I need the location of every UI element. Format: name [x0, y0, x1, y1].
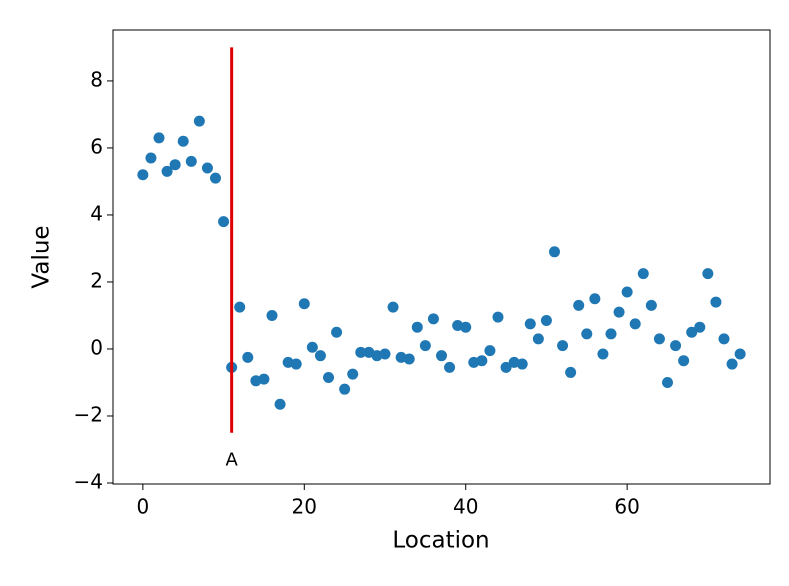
point: [661, 376, 673, 388]
x-tick-label: 40: [453, 495, 478, 519]
point: [193, 115, 205, 127]
point: [306, 341, 318, 353]
point: [686, 326, 698, 338]
point: [694, 321, 706, 333]
point: [153, 132, 165, 144]
annotation-label: A: [225, 450, 238, 471]
point: [726, 358, 738, 370]
y-tick-label: −4: [74, 469, 103, 493]
point: [323, 371, 335, 383]
point: [589, 293, 601, 305]
point: [444, 361, 456, 373]
point: [702, 268, 714, 280]
y-tick-label: 4: [90, 201, 103, 225]
y-axis-label: Value: [29, 225, 55, 288]
point: [314, 350, 326, 362]
x-tick-label: 0: [136, 495, 149, 519]
point: [532, 333, 544, 345]
point: [621, 286, 633, 298]
point: [419, 340, 431, 352]
point: [347, 368, 359, 380]
point: [548, 246, 560, 258]
point: [670, 340, 682, 352]
point: [710, 296, 722, 308]
point: [484, 345, 496, 357]
point: [145, 152, 157, 164]
point: [645, 299, 657, 311]
point: [331, 326, 343, 338]
point: [387, 301, 399, 313]
point: [492, 311, 504, 323]
point: [379, 348, 391, 360]
point: [613, 306, 625, 318]
point: [597, 348, 609, 360]
x-tick-label: 60: [614, 495, 639, 519]
point: [177, 135, 189, 147]
x-axis-label: Location: [392, 528, 489, 554]
point: [201, 162, 213, 174]
point: [266, 309, 278, 321]
point: [605, 328, 617, 340]
point: [557, 340, 569, 352]
point: [274, 398, 286, 410]
point: [734, 348, 746, 360]
point: [210, 172, 222, 184]
point: [500, 361, 512, 373]
plot-frame: [112, 29, 771, 485]
point: [258, 373, 270, 385]
point: [169, 159, 181, 171]
point: [161, 165, 173, 177]
y-tick-label: −2: [74, 402, 103, 426]
point: [565, 366, 577, 378]
point: [298, 298, 310, 310]
y-tick-label: 6: [90, 134, 103, 158]
point: [581, 328, 593, 340]
point: [137, 169, 149, 181]
point: [653, 333, 665, 345]
point: [718, 333, 730, 345]
point: [637, 268, 649, 280]
point: [242, 351, 254, 363]
point: [339, 383, 351, 395]
point: [234, 301, 246, 313]
y-tick-label: 0: [90, 335, 103, 359]
point: [540, 314, 552, 326]
point: [290, 358, 302, 370]
point: [411, 321, 423, 333]
point: [436, 350, 447, 362]
y-tick-label: 8: [90, 67, 103, 91]
point: [573, 299, 585, 311]
point: [678, 355, 690, 367]
point: [403, 353, 415, 365]
point: [355, 346, 367, 358]
y-tick-label: 2: [90, 268, 103, 292]
point: [476, 355, 488, 367]
point: [460, 321, 472, 333]
point: [629, 318, 641, 330]
point: [516, 358, 528, 370]
point: [427, 313, 439, 325]
point: [218, 216, 230, 228]
x-tick-label: 20: [292, 495, 317, 519]
point: [524, 318, 536, 330]
point: [185, 155, 197, 167]
